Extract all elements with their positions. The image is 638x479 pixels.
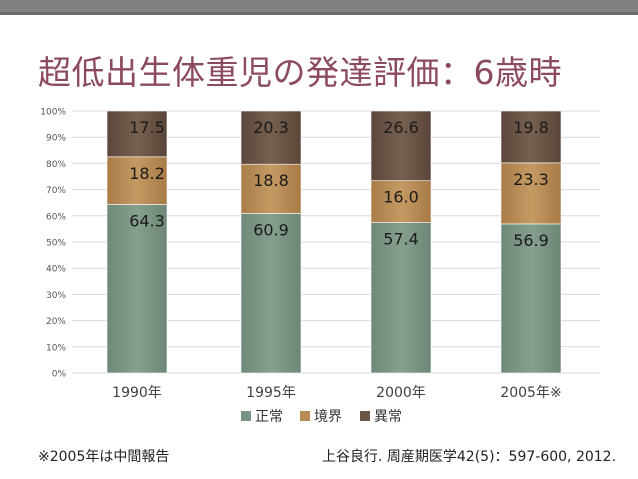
legend-label: 正常 <box>255 409 283 425</box>
x-tick-label: 1990年 <box>112 385 162 401</box>
y-tick-label: 30% <box>46 291 66 301</box>
legend-swatch <box>241 411 251 421</box>
legend-label: 異常 <box>374 409 402 425</box>
bar-segment <box>106 156 168 205</box>
y-tick-label: 20% <box>46 317 66 327</box>
x-tick-label: 2005年※ <box>500 385 561 401</box>
y-tick-labels: 0% 10% 20% 30% 40% 50% 60% 70% 80% 90% 100% <box>40 108 66 380</box>
data-label: 23.3 <box>513 170 549 189</box>
data-label: 19.8 <box>513 118 549 137</box>
slide-top-band <box>0 12 638 15</box>
y-tick-label: 70% <box>46 186 66 196</box>
bar-segment <box>500 223 562 374</box>
footnote-interim-report: ※2005年は中間報告 <box>38 449 170 465</box>
data-label: 26.6 <box>383 118 419 137</box>
y-tick-label: 50% <box>46 239 66 249</box>
x-tick-labels: 1990年 1995年 2000年 2005年※ <box>112 385 562 401</box>
bars <box>106 110 562 374</box>
data-label: 60.9 <box>253 220 289 239</box>
slide-top-bar <box>0 0 638 15</box>
legend: 正常 境界 異常 <box>241 409 402 425</box>
y-tick-label: 10% <box>46 343 66 353</box>
bar-segment <box>370 110 432 181</box>
legend-label: 境界 <box>314 409 342 425</box>
bar-segment <box>240 163 302 214</box>
y-tick-label: 80% <box>46 160 66 170</box>
bar-segment <box>240 110 302 165</box>
data-label: 17.5 <box>129 118 165 137</box>
bar-segment <box>500 162 562 225</box>
x-tick-label: 1995年 <box>246 385 296 401</box>
data-label: 18.8 <box>253 171 289 190</box>
data-label: 16.0 <box>383 188 419 207</box>
data-label: 57.4 <box>383 230 419 249</box>
bar-segment <box>370 222 432 374</box>
x-tick-label: 2000年 <box>376 385 426 401</box>
y-tick-label: 90% <box>46 134 66 144</box>
bar-segment <box>106 204 168 374</box>
data-label: 56.9 <box>513 231 549 250</box>
y-tick-label: 40% <box>46 265 66 275</box>
bar-segment <box>240 213 302 374</box>
y-tick-label: 100% <box>40 108 66 118</box>
slide-title: 超低出生体重児の発達評価：6歳時 <box>38 53 562 92</box>
data-label: 20.3 <box>253 118 289 137</box>
footnote-citation: 上谷良行. 周産期医学42(5)：597-600, 2012. <box>322 449 617 465</box>
legend-swatch <box>300 411 310 421</box>
data-label: 64.3 <box>129 212 165 231</box>
data-labels: 64.3 18.2 17.5 60.9 18.8 20.3 57.4 16.0 26.6 56.9… <box>129 118 549 250</box>
bar-segment <box>370 180 432 223</box>
data-label: 18.2 <box>129 164 165 183</box>
y-tick-label: 60% <box>46 212 66 222</box>
legend-swatch <box>360 411 370 421</box>
bar-segment <box>106 110 168 158</box>
bar-segment <box>500 110 562 164</box>
y-tick-label: 0% <box>52 370 67 380</box>
